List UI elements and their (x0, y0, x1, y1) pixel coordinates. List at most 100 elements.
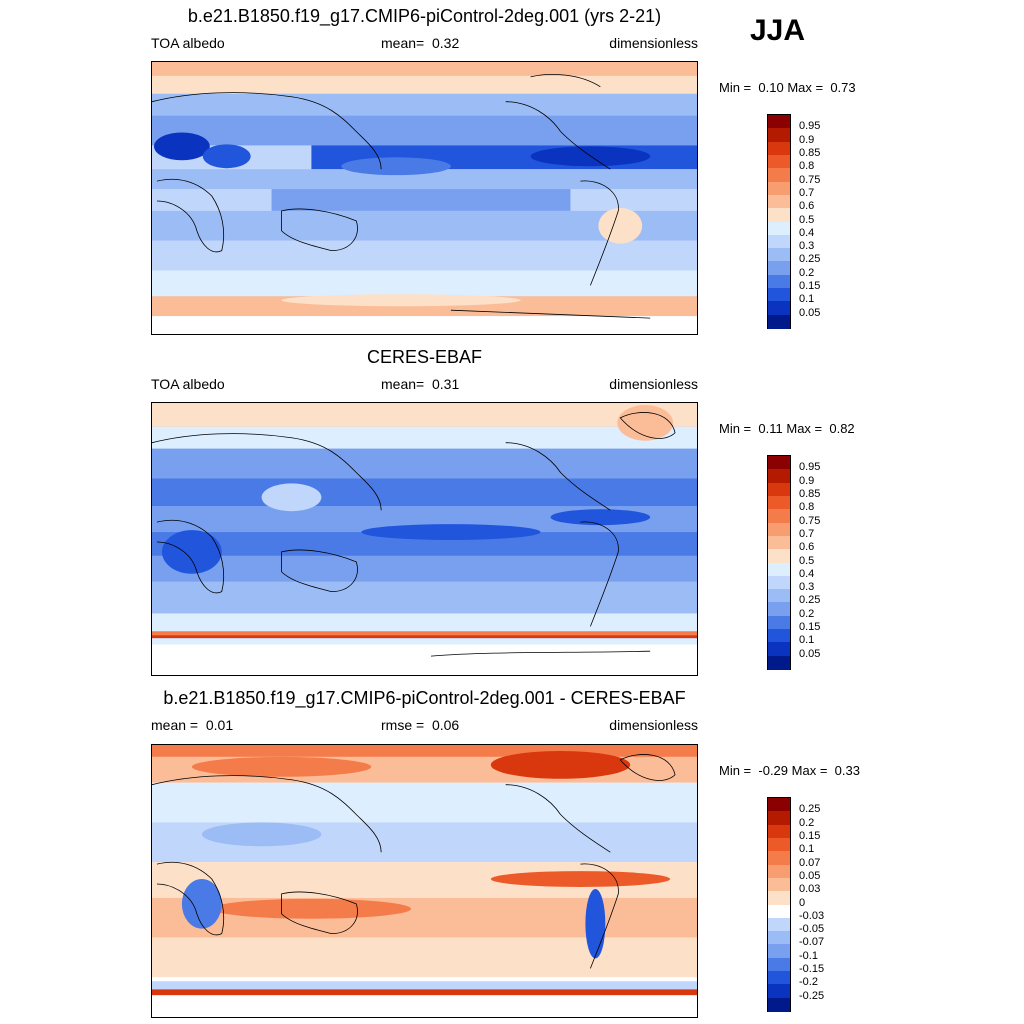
panel-2-colorbar-swatch (768, 482, 790, 497)
panel-3-colorbar-tick-label: -0.07 (799, 936, 825, 949)
panel-2-colorbar-tick-label: 0.25 (799, 594, 821, 607)
panel-2-mean-label: mean= (381, 376, 425, 392)
panel-2-colorbar-tick-label: 0.95 (799, 461, 821, 474)
panel-1-colorbar-swatch (768, 141, 790, 156)
panel-1-colorbar-tick-label: 0.85 (799, 146, 821, 159)
panel-3-colorbar-swatch (768, 944, 790, 959)
panel-1-colorbar (767, 114, 791, 329)
panel-2-colorbar-tick-label: 0.75 (799, 514, 821, 527)
panel-3-colorbar-tick-label: 0.07 (799, 856, 821, 869)
panel-3-colorbar-swatch (768, 824, 790, 839)
panel-3-colorbar-swatch (768, 984, 790, 999)
panel-3-min-value: -0.29 (758, 763, 789, 778)
panel-1-colorbar-tick-label: 0.95 (799, 120, 821, 133)
panel-3-colorbar-tick-label: -0.05 (799, 923, 825, 936)
panel-1-colorbar-swatch (768, 234, 790, 249)
panel-1-colorbar-swatch (768, 274, 790, 289)
panel-3-rmse-value: 0.06 (431, 717, 460, 733)
panel-1-colorbar-tick-label: 0.05 (799, 306, 821, 319)
panel-1-colorbar-swatch (768, 154, 790, 169)
panel-3-colorbar-swatch (768, 837, 790, 852)
panel-3-colorbar-swatch (768, 904, 790, 919)
panel-2-min-label: Min = (719, 421, 752, 436)
panel-2-colorbar-swatch (768, 495, 790, 510)
panel-2-colorbar-tick-label: 0.8 (799, 501, 815, 514)
panel-3-max-value: 0.33 (834, 763, 860, 778)
panel-2-colorbar-tick-label: 0.05 (799, 647, 821, 660)
panel-1-title: b.e21.B1850.f19_g17.CMIP6-piControl-2deg… (187, 6, 662, 26)
panel-2-colorbar-tick-label: 0.6 (799, 541, 815, 554)
panel-3-colorbar-swatch (768, 971, 790, 985)
panel-3-colorbar-swatch (768, 957, 790, 972)
panel-3-mean-label: mean = (151, 717, 199, 733)
panel-1-colorbar-swatch (768, 261, 790, 276)
panel-3-colorbar-tick-label: 0.2 (799, 816, 815, 829)
panel-3-units: dimensionless (609, 717, 698, 733)
panel-1-colorbar-tick-label: 0.15 (799, 280, 821, 293)
panel-3-title: b.e21.B1850.f19_g17.CMIP6-piControl-2deg… (163, 688, 686, 708)
panel-2-colorbar-tick-label: 0.5 (799, 554, 815, 567)
panel-3-colorbar-swatch (768, 891, 790, 905)
panel-1-colorbar-tick-label: 0.6 (799, 200, 815, 213)
panel-2-colorbar-swatch (768, 575, 790, 590)
panel-1-colorbar-tick-label: 0.75 (799, 173, 821, 186)
panel-2-colorbar-swatch (768, 629, 790, 643)
panel-2-colorbar-swatch (768, 562, 790, 577)
panel-2-colorbar-swatch (768, 535, 790, 550)
panel-2-colorbar-tick-label: 0.85 (799, 487, 821, 500)
panel-3-colorbar-swatch (768, 798, 790, 812)
panel-1-mean: mean= 0.32 (381, 35, 459, 51)
panel-1-colorbar-tick-label: 0.5 (799, 213, 815, 226)
panel-1-colorbar-tick-label: 0.9 (799, 133, 815, 146)
panel-3-colorbar-tick-label: 0.25 (799, 803, 821, 816)
panel-2-mean-value: 0.31 (431, 376, 460, 392)
panel-1-units: dimensionless (609, 35, 698, 51)
panel-1-colorbar-swatch (768, 208, 790, 222)
panel-2-max-label: Max = (786, 421, 823, 436)
panel-1-colorbar-tick-label: 0.3 (799, 240, 815, 253)
panel-1-colorbar-swatch (768, 288, 790, 302)
panel-1-colorbar-swatch (768, 248, 790, 262)
panel-3-mean: mean = 0.01 (151, 717, 233, 733)
panel-1-colorbar-tick-label: 0.7 (799, 186, 815, 199)
panel-2-colorbar-tick-label: 0.7 (799, 527, 815, 540)
panel-3-colorbar-swatch (768, 811, 790, 826)
panel-2-colorbar-swatch (768, 655, 790, 670)
panel-1-map (151, 61, 698, 335)
panel-3-colorbar-tick-label: 0.1 (799, 843, 815, 856)
panel-1-minmax: Min = 0.10 Max = 0.73 (719, 80, 856, 95)
panel-3-colorbar-tick-label: 0.15 (799, 829, 821, 842)
panel-3-colorbar-tick-label: 0.03 (799, 883, 821, 896)
panel-3-max-label: Max = (791, 763, 828, 778)
panel-1-variable: TOA albedo (151, 35, 225, 51)
panel-3-colorbar-swatch (768, 917, 790, 932)
panel-3-colorbar-tick-label: -0.1 (799, 949, 818, 962)
panel-2-colorbar-tick-label: 0.3 (799, 581, 815, 594)
panel-1-colorbar-tick-label: 0.4 (799, 226, 815, 239)
panel-2-colorbar-swatch (768, 615, 790, 630)
panel-3-colorbar-swatch (768, 931, 790, 945)
panel-1-max-value: 0.73 (830, 80, 856, 95)
panel-2-colorbar-swatch (768, 602, 790, 617)
panel-2-colorbar-tick-label: 0.1 (799, 634, 815, 647)
panel-1-mean-value: 0.32 (431, 35, 460, 51)
panel-1-colorbar-swatch (768, 221, 790, 236)
panel-1-min-label: Min = (719, 80, 752, 95)
panel-3-map (151, 744, 698, 1018)
panel-2-colorbar-tick-label: 0.9 (799, 474, 815, 487)
panel-2-colorbar-swatch (768, 589, 790, 603)
panel-2-colorbar-swatch (768, 522, 790, 537)
panel-2-colorbar-swatch (768, 642, 790, 657)
panel-2-min-value: 0.11 (758, 421, 783, 436)
panel-2-colorbar-swatch (768, 456, 790, 470)
panel-1-colorbar-tick-label: 0.8 (799, 160, 815, 173)
panel-3-colorbar-swatch (768, 851, 790, 866)
panel-2-map (151, 402, 698, 676)
panel-1-colorbar-swatch (768, 128, 790, 143)
panel-2-colorbar-tick-label: 0.15 (799, 621, 821, 634)
panel-1-colorbar-swatch (768, 194, 790, 209)
panel-2-colorbar-swatch (768, 469, 790, 484)
panel-3-colorbar-tick-label: 0.05 (799, 869, 821, 882)
panel-1-colorbar-swatch (768, 115, 790, 129)
panel-3-min-label: Min = (719, 763, 752, 778)
